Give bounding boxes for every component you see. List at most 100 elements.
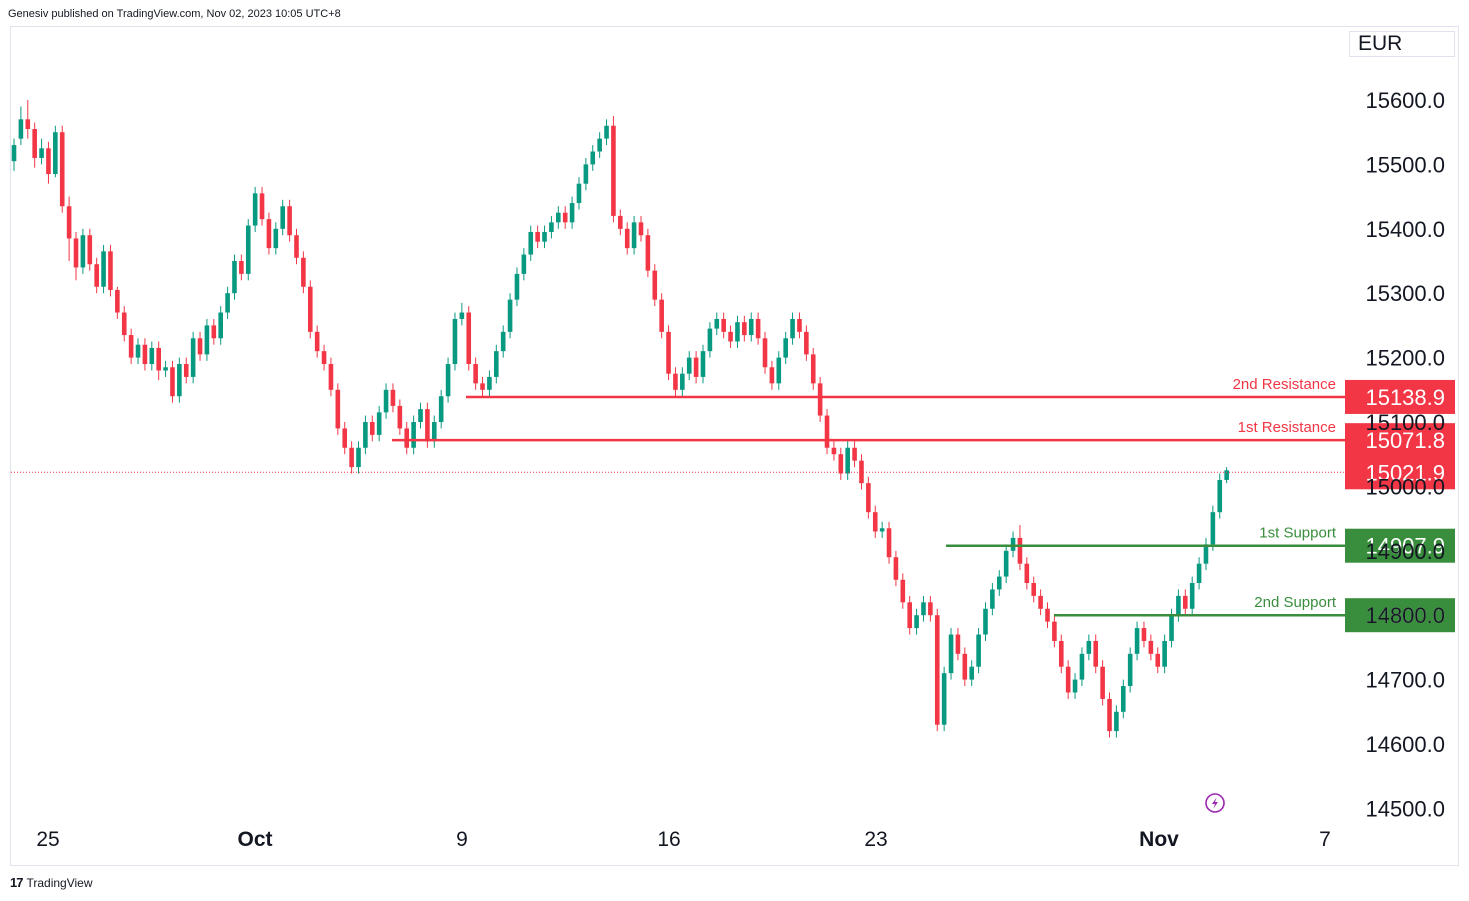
candle-body <box>287 206 292 236</box>
candle-body <box>197 338 203 355</box>
y-tick-label: 14900.0 <box>1365 539 1445 564</box>
candle-body <box>528 232 534 255</box>
candle-body <box>183 364 189 377</box>
candle-body <box>976 634 981 667</box>
candle-body <box>521 254 527 274</box>
candle-body <box>1045 608 1050 622</box>
candle-body <box>507 299 513 332</box>
chart-frame <box>10 26 1459 866</box>
1st-support-value: 14907.9 <box>1365 534 1445 559</box>
candle-body <box>128 335 134 358</box>
1st-support-badge <box>1345 528 1455 563</box>
candle-body <box>969 666 975 680</box>
candle-body <box>845 447 850 474</box>
candle-body <box>149 347 155 365</box>
levels-layer: 2nd Resistance 15138.9 1st Resistance 15071… <box>11 376 1455 633</box>
lightning-icon[interactable] <box>1205 793 1225 813</box>
1st-support-label: 1st Support <box>1259 525 1337 542</box>
candle-body <box>859 460 864 484</box>
candle-body <box>494 351 499 377</box>
brand-name: TradingView <box>26 875 93 890</box>
candle-body <box>190 338 196 377</box>
2nd-resistance-badge <box>1345 379 1455 414</box>
candle-body <box>1017 537 1023 564</box>
x-tick-label: 7 <box>1319 828 1331 851</box>
candle-body <box>266 219 272 249</box>
candle-body <box>1189 583 1195 609</box>
candle-body <box>39 148 44 158</box>
candle-body <box>838 454 844 474</box>
time-axis: 25 Oct 9 16 23 Nov 7 <box>36 828 1331 851</box>
candle-body <box>928 602 933 616</box>
candle-body <box>1127 653 1133 687</box>
candle-body <box>700 351 706 377</box>
candle-body <box>597 138 602 152</box>
candle-body <box>1079 653 1085 680</box>
candle-body <box>748 318 754 336</box>
candle-body <box>817 383 823 416</box>
candle-body <box>1038 595 1043 609</box>
1st-resistance-label: 1st Resistance <box>1238 419 1336 436</box>
price-axis: 14500.0 14600.0 14700.0 14800.0 14900.0 15000… <box>1365 88 1445 821</box>
candle-body <box>87 235 93 265</box>
footer-logo[interactable]: 17 TradingView <box>10 875 93 890</box>
candle-body <box>941 673 947 725</box>
y-tick-label: 14700.0 <box>1365 668 1445 693</box>
candle-body <box>1065 666 1071 693</box>
candle-body <box>990 589 995 609</box>
candle-body <box>1086 640 1092 654</box>
candle-body <box>866 483 871 513</box>
candle-body <box>728 331 733 342</box>
candle-body <box>1100 666 1105 699</box>
candle-body <box>604 125 609 139</box>
candle-body <box>686 357 692 374</box>
candle-body <box>301 257 306 287</box>
candle-body <box>487 376 492 390</box>
candle-body <box>1134 628 1140 654</box>
candle-body <box>418 409 423 422</box>
candle-body <box>514 273 520 300</box>
candle-body <box>80 235 86 268</box>
candle-body <box>135 344 141 358</box>
candle-body <box>431 422 437 442</box>
candle-body <box>831 447 837 455</box>
candle-body <box>1155 653 1161 667</box>
y-tick-label: 15600.0 <box>1365 88 1445 113</box>
x-tick-label: 23 <box>864 828 887 851</box>
candle-body <box>721 318 726 332</box>
candle-body <box>232 261 237 294</box>
candle-body <box>121 312 127 336</box>
currency-selector[interactable]: EUR <box>1349 31 1455 57</box>
candle-body <box>638 222 644 236</box>
candle-body <box>1072 679 1078 693</box>
candle-body <box>948 634 954 674</box>
candle-body <box>886 528 892 558</box>
candle-body <box>32 128 37 158</box>
candle-body <box>1162 640 1167 667</box>
candle-body <box>680 373 685 390</box>
x-tick-label: 25 <box>36 828 59 851</box>
candle-body <box>769 367 775 384</box>
candle-body <box>735 322 740 342</box>
candle-body <box>66 206 72 239</box>
candle-body <box>618 215 623 229</box>
candle-body <box>363 422 368 448</box>
candle-body <box>983 608 988 635</box>
candle-body <box>652 270 658 300</box>
candle-body <box>776 357 782 384</box>
y-tick-label: 15100.0 <box>1365 410 1445 435</box>
y-tick-label: 15400.0 <box>1365 217 1445 242</box>
y-tick-label: 15500.0 <box>1365 152 1445 177</box>
candle-body <box>459 312 465 319</box>
1st-resistance-badge <box>1345 423 1455 458</box>
candle-body <box>1176 595 1181 616</box>
candle-body <box>321 351 327 365</box>
x-tick-label: Oct <box>237 828 272 851</box>
y-tick-label: 15200.0 <box>1365 346 1445 371</box>
candle-body <box>707 328 713 352</box>
candle-body <box>376 412 382 435</box>
candle-body <box>101 251 106 287</box>
candle-body <box>349 447 354 468</box>
candle-body <box>879 528 885 532</box>
